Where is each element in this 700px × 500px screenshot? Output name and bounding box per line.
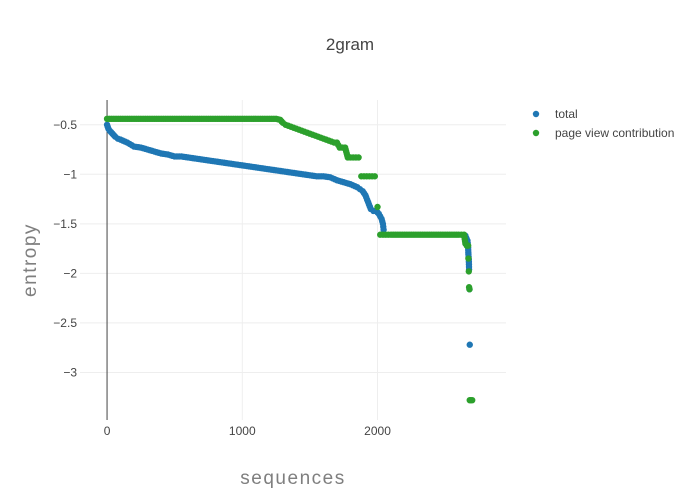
tick-label-layer: 0 1000 2000 −0.5 −1 −1.5 −2 −2.5 −3 <box>53 118 391 438</box>
x-tick-label: 1000 <box>229 424 256 438</box>
x-tick-label: 0 <box>104 424 111 438</box>
legend-marker <box>532 129 540 137</box>
legend-item[interactable]: total <box>532 107 578 121</box>
legend-item[interactable]: page view contribution <box>532 126 675 140</box>
data-point <box>466 286 473 293</box>
data-point <box>355 154 362 161</box>
legend-label: page view contribution <box>555 126 674 140</box>
data-point <box>466 341 473 348</box>
point-layer <box>103 115 476 404</box>
data-point <box>374 203 381 211</box>
data-point <box>465 268 473 275</box>
y-tick-label: −3 <box>63 365 77 379</box>
x-tick-label: 2000 <box>364 424 391 438</box>
y-tick-label: −1 <box>63 167 77 181</box>
legend[interactable]: total page view contribution <box>532 107 675 140</box>
data-point <box>468 396 476 404</box>
series-2 <box>103 115 476 404</box>
legend-label: total <box>555 107 578 121</box>
y-tick-label: −2 <box>63 266 77 280</box>
chart-title: 2gram <box>326 35 374 54</box>
x-axis-title: sequences <box>240 468 345 489</box>
y-tick-label: −2.5 <box>53 316 77 330</box>
legend-marker <box>532 110 540 118</box>
y-tick-label: −1.5 <box>53 217 77 231</box>
data-point <box>464 242 472 249</box>
data-point <box>371 173 379 180</box>
y-axis-title: entropy <box>20 223 41 297</box>
y-tick-label: −0.5 <box>53 118 77 132</box>
data-point <box>465 255 472 262</box>
data-point <box>380 226 387 233</box>
grid-layer <box>80 100 506 420</box>
